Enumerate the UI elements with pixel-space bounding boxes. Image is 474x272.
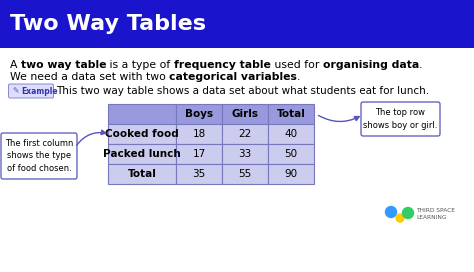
Circle shape (396, 214, 404, 222)
Text: 33: 33 (238, 149, 252, 159)
Text: Total: Total (128, 169, 156, 179)
Text: used for: used for (271, 60, 323, 70)
FancyBboxPatch shape (108, 144, 176, 164)
Text: categorical variables: categorical variables (169, 72, 297, 82)
FancyBboxPatch shape (176, 144, 222, 164)
Text: Total: Total (276, 109, 305, 119)
Text: THIRD SPACE
LEARNING: THIRD SPACE LEARNING (416, 208, 455, 220)
Text: 55: 55 (238, 169, 252, 179)
Text: The top row
shows boy or girl.: The top row shows boy or girl. (363, 108, 438, 130)
Text: This two way table shows a data set about what students eat for lunch.: This two way table shows a data set abou… (56, 86, 429, 96)
FancyBboxPatch shape (222, 144, 268, 164)
Text: 18: 18 (192, 129, 206, 139)
Text: 90: 90 (284, 169, 298, 179)
FancyBboxPatch shape (108, 164, 176, 184)
Text: 22: 22 (238, 129, 252, 139)
FancyBboxPatch shape (268, 104, 314, 124)
FancyBboxPatch shape (222, 124, 268, 144)
FancyBboxPatch shape (108, 104, 176, 124)
FancyBboxPatch shape (268, 164, 314, 184)
Text: Two Way Tables: Two Way Tables (10, 14, 206, 34)
Text: .: . (297, 72, 301, 82)
Text: Boys: Boys (185, 109, 213, 119)
FancyBboxPatch shape (222, 104, 268, 124)
Text: A: A (10, 60, 21, 70)
FancyBboxPatch shape (108, 124, 176, 144)
Text: frequency table: frequency table (174, 60, 271, 70)
Text: We need a data set with two: We need a data set with two (10, 72, 169, 82)
Text: two way table: two way table (21, 60, 107, 70)
Text: ✎: ✎ (12, 86, 18, 95)
Text: .: . (419, 60, 423, 70)
FancyBboxPatch shape (361, 102, 440, 136)
Text: 35: 35 (192, 169, 206, 179)
FancyBboxPatch shape (268, 144, 314, 164)
FancyBboxPatch shape (176, 124, 222, 144)
Text: organising data: organising data (323, 60, 419, 70)
Text: Cooked food: Cooked food (105, 129, 179, 139)
Text: 40: 40 (284, 129, 298, 139)
FancyBboxPatch shape (1, 133, 77, 179)
Circle shape (385, 206, 396, 218)
Text: 50: 50 (284, 149, 298, 159)
Text: Example: Example (21, 86, 58, 95)
Text: 17: 17 (192, 149, 206, 159)
FancyBboxPatch shape (176, 164, 222, 184)
Text: Packed lunch: Packed lunch (103, 149, 181, 159)
Text: Girls: Girls (231, 109, 258, 119)
FancyBboxPatch shape (222, 164, 268, 184)
Text: is a type of: is a type of (107, 60, 174, 70)
Circle shape (402, 208, 413, 218)
FancyBboxPatch shape (268, 124, 314, 144)
Text: The first column
shows the type
of food chosen.: The first column shows the type of food … (5, 139, 73, 173)
FancyBboxPatch shape (176, 104, 222, 124)
FancyBboxPatch shape (9, 84, 54, 98)
FancyBboxPatch shape (0, 0, 474, 48)
